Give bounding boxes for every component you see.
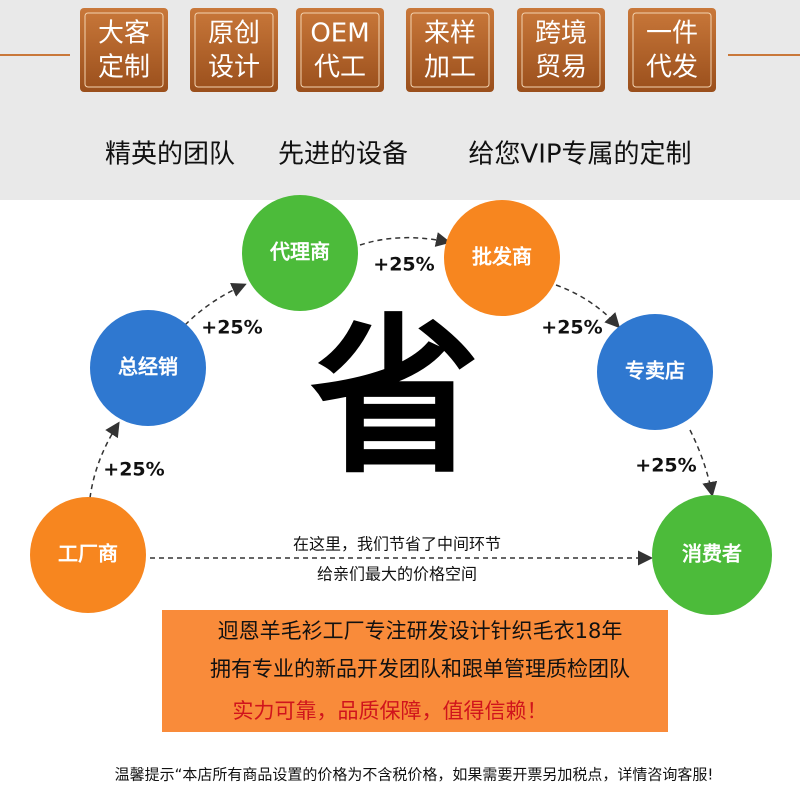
direct-note: 给亲们最大的价格空间 (317, 565, 477, 584)
badge-border (632, 12, 712, 88)
box-line: 迥恩羊毛衫工厂专注研发设计针织毛衣18年 (218, 619, 623, 643)
badge (190, 8, 278, 92)
badge-text: 来样 (424, 19, 476, 49)
box-line: 实力可靠，品质保障，值得信赖！ (233, 699, 548, 723)
badge-text: 加工 (424, 53, 476, 83)
badge-text: OEM (310, 19, 369, 49)
node-label: 工厂商 (58, 542, 118, 566)
badge-text: 代发 (646, 53, 698, 83)
node-label: 专卖店 (625, 359, 685, 383)
footer: 温馨提示“本店所有商品设置的价格为不含税价格，如果需要开票另加税点，详情咨询客服… (115, 766, 714, 784)
box-line: 拥有专业的新品开发团队和跟单管理质检团队 (210, 657, 630, 681)
direct-note: 在这里，我们节省了中间环节 (293, 535, 501, 554)
badge (406, 8, 494, 92)
tagline: 先进的设备 (278, 140, 408, 170)
badge-text: 设计 (208, 53, 260, 83)
node-label: 代理商 (269, 240, 330, 264)
badge-text: 跨境 (535, 19, 587, 49)
badge-text: 大客 (98, 19, 150, 49)
node (444, 200, 560, 316)
edge-label: +25% (541, 317, 602, 339)
badge-border (521, 12, 601, 88)
badge-text: 原创 (208, 19, 260, 49)
node (90, 310, 206, 426)
arrows (89, 232, 718, 566)
node (652, 495, 772, 615)
info-box (162, 610, 668, 732)
badge-border (194, 12, 274, 88)
badge-text: 定制 (98, 53, 150, 83)
node-label: 批发商 (472, 245, 532, 269)
badge-border (300, 12, 380, 88)
node (597, 314, 713, 430)
badge (296, 8, 384, 92)
edge-label: +25% (103, 459, 164, 481)
node-label: 总经销 (118, 355, 178, 379)
edge-label: +25% (373, 254, 434, 276)
edge-label: +25% (201, 317, 262, 339)
badge-border (84, 12, 164, 88)
node-label: 消费者 (682, 542, 742, 566)
node (30, 497, 146, 613)
badge (80, 8, 168, 92)
edge-label: +25% (635, 455, 696, 477)
badge (628, 8, 716, 92)
badge-text: 一件 (646, 19, 698, 49)
badge-text: 代工 (314, 53, 366, 83)
tagline: 给您VIP专属的定制 (468, 140, 691, 170)
node (242, 195, 358, 311)
badge-text: 贸易 (535, 53, 587, 83)
tagline: 精英的团队 (105, 140, 235, 170)
badge-border (410, 12, 490, 88)
center-char: 省 (310, 299, 480, 497)
badge (517, 8, 605, 92)
